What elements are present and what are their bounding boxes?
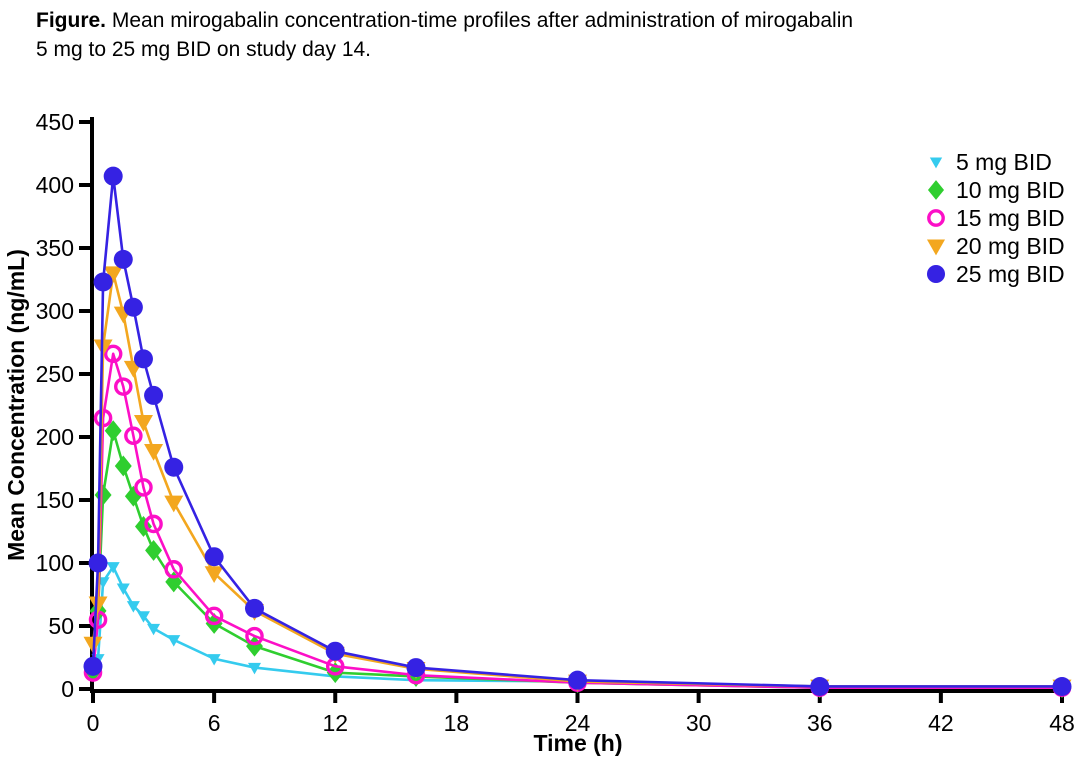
y-axis-title: Mean Concentration (ng/mL) [3, 249, 29, 561]
y-tick-label: 400 [36, 172, 74, 198]
y-tick-label: 450 [36, 109, 74, 135]
data-point [164, 495, 184, 513]
x-tick-label: 24 [565, 710, 591, 736]
data-point [135, 516, 152, 537]
data-point [147, 623, 161, 636]
legend-item-20-mg-bid: 20 mg BID [926, 233, 1065, 259]
data-point [406, 658, 426, 678]
x-axis-title: Time (h) [533, 730, 622, 756]
data-point [116, 583, 130, 595]
x-tick-label: 18 [444, 710, 470, 736]
x-tick-label: 42 [928, 710, 954, 736]
data-point [248, 662, 261, 675]
legend-item-5-mg-bid: 5 mg BID [929, 149, 1052, 175]
data-point [94, 484, 112, 506]
y-tick-label: 150 [36, 487, 74, 513]
data-point [113, 249, 133, 269]
data-point [134, 478, 153, 497]
x-tick-label: 30 [686, 710, 712, 736]
legend-marker-10-mg-bid [927, 180, 945, 200]
legend-label-20-mg-bid: 20 mg BID [956, 233, 1065, 259]
y-tick-label: 100 [36, 550, 74, 576]
data-point [207, 654, 221, 666]
data-point [124, 426, 143, 445]
data-point [103, 266, 123, 284]
data-point [810, 676, 830, 696]
data-point [103, 344, 123, 364]
legend-label-5-mg-bid: 5 mg BID [956, 149, 1052, 175]
y-tick-label: 250 [36, 361, 74, 387]
data-point [103, 166, 123, 186]
data-point [325, 641, 345, 661]
data-point [133, 415, 153, 432]
legend-label-15-mg-bid: 15 mg BID [956, 205, 1065, 231]
legend-marker-25-mg-bid [926, 264, 946, 284]
data-point [88, 596, 108, 614]
data-point [123, 297, 143, 317]
data-point [93, 272, 113, 292]
data-point [124, 485, 142, 507]
data-point [245, 598, 264, 618]
data-point [114, 377, 133, 396]
data-point [167, 635, 181, 647]
legend-item-10-mg-bid: 10 mg BID [927, 177, 1065, 203]
x-tick-label: 0 [87, 710, 100, 736]
data-point [164, 457, 184, 477]
y-tick-label: 0 [61, 676, 74, 702]
data-point [145, 539, 163, 561]
y-tick-label: 200 [36, 424, 74, 450]
legend-label-25-mg-bid: 25 mg BID [956, 261, 1065, 287]
data-point [133, 349, 153, 369]
y-tick-label: 50 [48, 613, 74, 639]
figure-caption-line1: Mean mirogabalin concentration-time prof… [111, 9, 854, 32]
data-point [204, 606, 224, 626]
data-point [83, 656, 103, 676]
plot-area: 0 50 100 150 200 250 300 350 400 450 0 6 12 18 24 30 36 4… [36, 109, 1075, 736]
data-point [144, 385, 164, 405]
legend-marker-20-mg-bid [926, 239, 946, 256]
series-15-mg-bid [83, 344, 1072, 697]
series-20-mg-bid [83, 266, 1072, 697]
data-point [1052, 676, 1072, 696]
y-tick-label: 350 [36, 235, 74, 261]
x-tick-label: 12 [322, 710, 348, 736]
data-point [164, 560, 184, 579]
data-point [204, 566, 224, 583]
y-tick-label: 300 [36, 298, 74, 324]
data-point [246, 635, 263, 657]
series-25-mg-bid [83, 166, 1072, 696]
data-point [245, 626, 264, 646]
series-line-15-mg-bid [91, 352, 1064, 690]
data-point [104, 420, 122, 442]
series-line-10-mg-bid [91, 429, 1064, 690]
legend-label-10-mg-bid: 10 mg BID [956, 177, 1065, 203]
data-point [568, 670, 587, 690]
data-point [106, 562, 120, 574]
legend-item-15-mg-bid: 15 mg BID [927, 205, 1065, 231]
x-tick-label: 6 [208, 710, 221, 736]
series-line-25-mg-bid [91, 174, 1064, 688]
data-point [126, 601, 140, 613]
data-point [144, 444, 164, 461]
data-point [204, 547, 224, 567]
x-tick-label: 48 [1049, 710, 1075, 736]
x-tick-label: 36 [807, 710, 833, 736]
legend-marker-15-mg-bid [927, 209, 945, 227]
data-point [114, 455, 132, 477]
legend-item-25-mg-bid: 25 mg BID [926, 261, 1065, 287]
data-point [136, 611, 150, 623]
series-10-mg-bid [84, 420, 1071, 699]
data-point [88, 553, 108, 573]
figure-caption-line2: 5 mg to 25 mg BID on study day 14. [36, 38, 372, 61]
legend-marker-5-mg-bid [929, 157, 943, 169]
data-point [144, 514, 163, 534]
series-line-20-mg-bid [91, 271, 1064, 688]
figure-caption-label: Figure. [36, 9, 107, 32]
figure-caption: Figure. Mean mirogabalin concentration-t… [36, 6, 1048, 64]
